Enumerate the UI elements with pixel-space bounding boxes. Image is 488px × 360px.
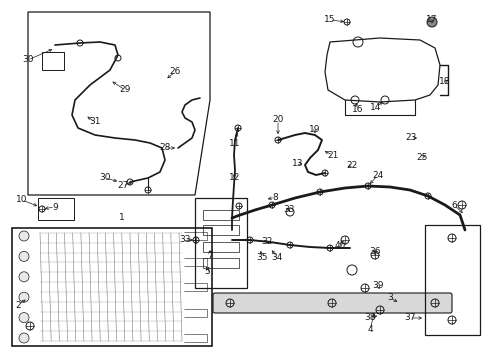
Text: 20: 20 bbox=[272, 116, 283, 125]
Text: 38: 38 bbox=[364, 314, 375, 323]
Text: 6: 6 bbox=[450, 201, 456, 210]
Text: 15: 15 bbox=[324, 15, 335, 24]
Text: 30: 30 bbox=[99, 174, 110, 183]
Text: 28: 28 bbox=[159, 144, 170, 153]
Bar bbox=[424, 225, 479, 335]
Circle shape bbox=[19, 333, 29, 343]
Text: 17: 17 bbox=[426, 15, 437, 24]
FancyBboxPatch shape bbox=[213, 293, 451, 313]
Text: 27: 27 bbox=[117, 180, 128, 189]
Circle shape bbox=[19, 312, 29, 323]
Bar bbox=[203, 242, 239, 252]
Text: 8: 8 bbox=[271, 193, 277, 202]
Text: 30: 30 bbox=[22, 55, 34, 64]
Text: 12: 12 bbox=[229, 174, 240, 183]
Bar bbox=[203, 225, 239, 235]
Circle shape bbox=[426, 17, 436, 27]
Text: 24: 24 bbox=[372, 171, 383, 180]
Bar bbox=[203, 210, 239, 220]
Bar bbox=[38, 198, 74, 220]
Text: 26: 26 bbox=[169, 68, 181, 77]
Text: 19: 19 bbox=[308, 126, 320, 135]
Text: 40: 40 bbox=[334, 240, 345, 249]
Text: 13: 13 bbox=[292, 158, 303, 167]
Text: 4: 4 bbox=[366, 325, 372, 334]
Text: 18: 18 bbox=[438, 77, 450, 86]
Bar bbox=[42, 52, 64, 70]
Text: 16: 16 bbox=[351, 105, 363, 114]
Text: 21: 21 bbox=[326, 150, 338, 159]
Text: 33: 33 bbox=[283, 206, 294, 215]
Text: 34: 34 bbox=[271, 252, 282, 261]
Text: 23: 23 bbox=[405, 134, 416, 143]
Text: 32: 32 bbox=[261, 238, 272, 247]
Text: 11: 11 bbox=[229, 139, 240, 148]
Text: 36: 36 bbox=[368, 248, 380, 256]
Text: 29: 29 bbox=[119, 85, 130, 94]
Bar bbox=[203, 258, 239, 268]
Text: 14: 14 bbox=[369, 103, 381, 112]
Text: 33: 33 bbox=[179, 235, 190, 244]
Text: 25: 25 bbox=[415, 153, 427, 162]
Text: 31: 31 bbox=[89, 117, 101, 126]
Text: 10: 10 bbox=[16, 195, 28, 204]
Bar bbox=[12, 228, 212, 346]
Circle shape bbox=[19, 292, 29, 302]
Text: 35: 35 bbox=[256, 252, 267, 261]
Text: 22: 22 bbox=[346, 161, 357, 170]
Text: 5: 5 bbox=[203, 267, 209, 276]
Text: 7: 7 bbox=[207, 251, 212, 260]
Bar bbox=[195, 198, 246, 288]
Text: 1: 1 bbox=[119, 213, 124, 222]
Text: 37: 37 bbox=[404, 314, 415, 323]
Text: 9: 9 bbox=[52, 202, 58, 211]
Text: 3: 3 bbox=[386, 293, 392, 302]
Circle shape bbox=[19, 251, 29, 261]
Circle shape bbox=[19, 272, 29, 282]
Text: 2: 2 bbox=[15, 301, 21, 310]
Circle shape bbox=[19, 231, 29, 241]
Text: 39: 39 bbox=[371, 280, 383, 289]
